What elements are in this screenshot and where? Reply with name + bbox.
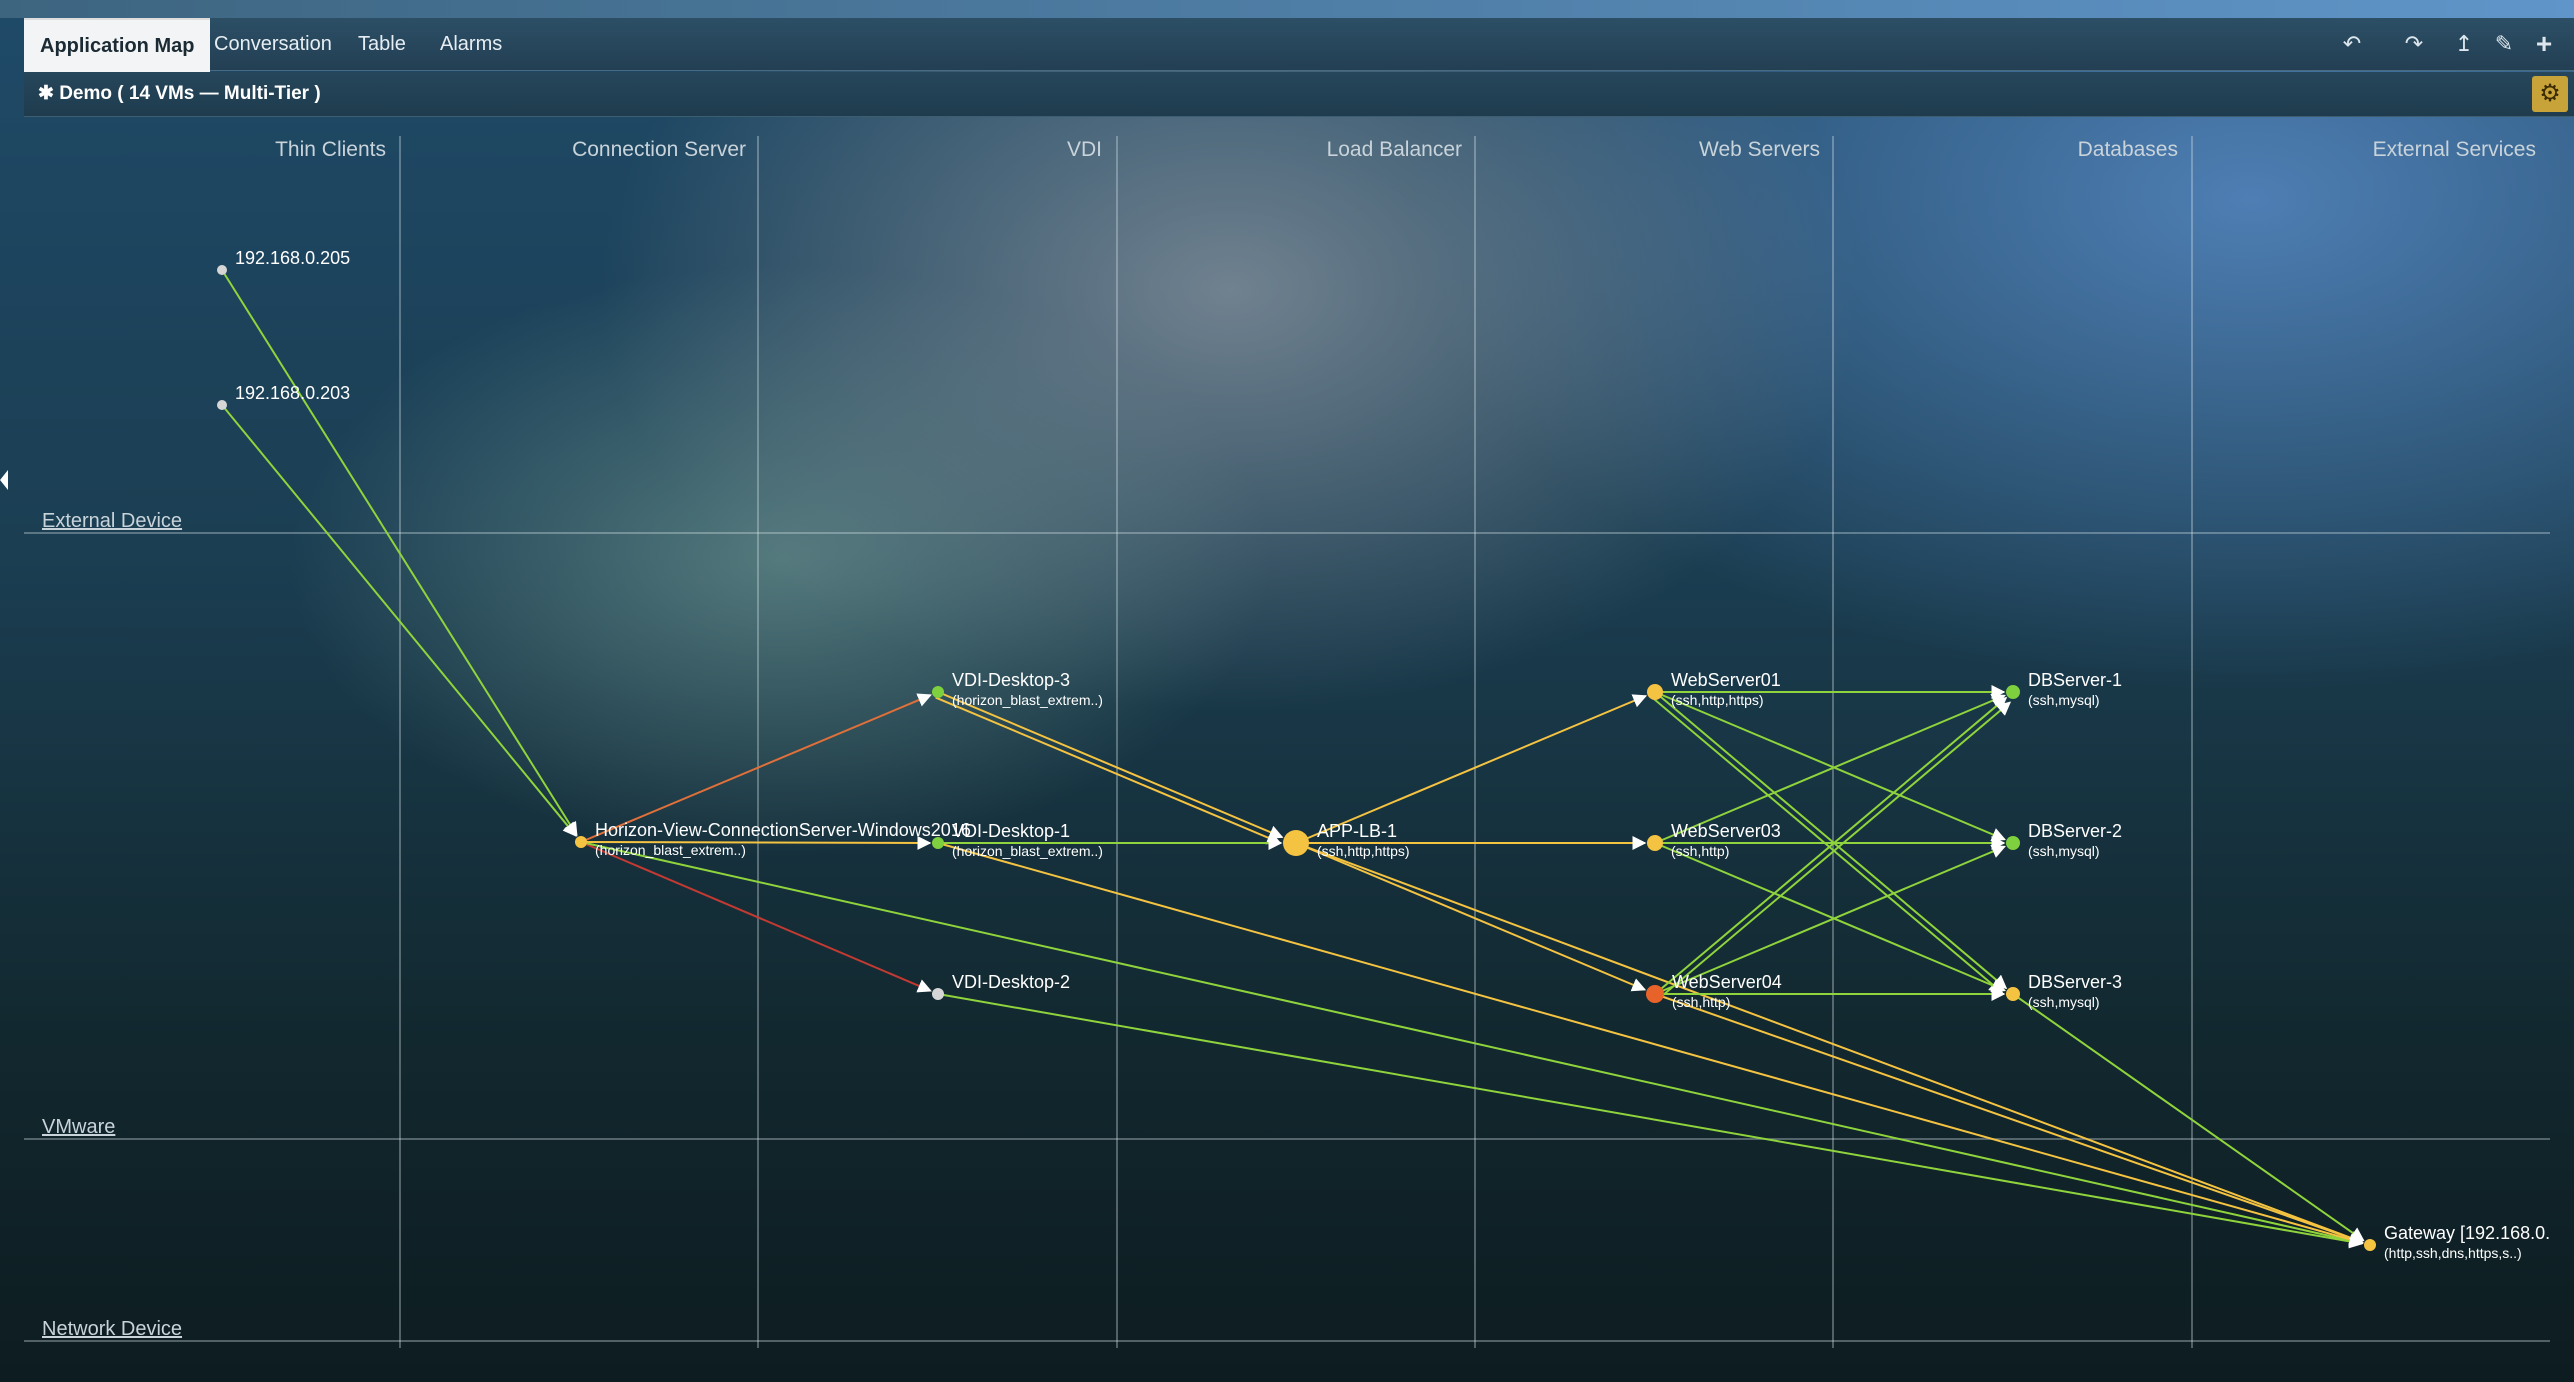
link-ip203-horizon[interactable]: [221, 404, 577, 837]
collapse-left-icon[interactable]: [0, 470, 8, 490]
node-db2[interactable]: [2006, 836, 2020, 850]
node-vdi2[interactable]: [932, 988, 944, 1000]
column-vdi: VDI: [1066, 138, 1102, 161]
grid-lines: [24, 136, 2550, 1348]
redo-icon[interactable]: ↷: [2404, 31, 2424, 56]
node-ip205[interactable]: [217, 265, 227, 275]
column-load-balancer: Load Balancer: [1326, 138, 1462, 161]
node-db3[interactable]: [2006, 987, 2020, 1001]
column-external-services: External Services: [2372, 138, 2536, 161]
node-protocols-vdi3: (horizon_blast_extrem..): [952, 692, 1103, 708]
tab-table[interactable]: Table: [358, 33, 406, 55]
link-ws04-db1[interactable]: [1654, 696, 2008, 995]
node-ws01[interactable]: [1647, 684, 1663, 700]
node-ws04[interactable]: [1646, 985, 1664, 1003]
link-ws04-gw[interactable]: [1654, 993, 2364, 1245]
tab-conversation[interactable]: Conversation: [214, 33, 332, 55]
link-horizon-vdi3[interactable]: [580, 693, 932, 843]
link-horizon-gw[interactable]: [580, 841, 2364, 1248]
node-gw[interactable]: [2364, 1239, 2376, 1251]
link-horizon-vdi1[interactable]: [580, 835, 932, 850]
node-label-ip205[interactable]: 192.168.0.205: [235, 248, 351, 268]
link-lb-ws04[interactable]: [1295, 842, 1647, 992]
node-horizon[interactable]: [575, 836, 587, 848]
row-network-device: Network Device: [42, 1318, 183, 1340]
link-lb-ws01[interactable]: [1295, 694, 1648, 844]
node-lb[interactable]: [1283, 830, 1309, 856]
node-ws03[interactable]: [1647, 835, 1663, 851]
link-vdi2-gw[interactable]: [937, 993, 2364, 1249]
node-layer: [217, 265, 2376, 1251]
add-icon[interactable]: +: [2535, 28, 2553, 59]
link-vdi1-gw[interactable]: [937, 842, 2364, 1247]
link-vdi3-lb[interactable]: [937, 691, 1284, 839]
map-header: ✱ Demo ( 14 VMs — Multi-Tier ) ⚙: [24, 72, 2574, 117]
node-protocols-lb: (ssh,http,https): [1317, 843, 1410, 859]
gear-icon[interactable]: ⚙: [2532, 76, 2568, 112]
node-label-vdi3[interactable]: VDI-Desktop-3: [952, 670, 1071, 690]
node-protocols-ws04: (ssh,http): [1672, 994, 1731, 1010]
node-label-vdi1[interactable]: VDI-Desktop-1: [952, 821, 1071, 841]
node-label-horizon[interactable]: Horizon-View-ConnectionServer-Windows201…: [595, 820, 971, 840]
node-protocols-gw: (http,ssh,dns,https,s..): [2384, 1245, 2522, 1261]
node-label-ip203[interactable]: 192.168.0.203: [235, 383, 351, 403]
node-protocols-horizon: (horizon_blast_extrem..): [595, 842, 746, 858]
node-vdi3[interactable]: [932, 686, 944, 698]
link-ws01-db3[interactable]: [1654, 691, 2008, 990]
link-ws04-db2[interactable]: [1654, 844, 2006, 995]
edit-icon[interactable]: ✎: [2494, 31, 2514, 56]
tab-alarms[interactable]: Alarms: [440, 33, 503, 55]
column-web-servers: Web Servers: [1699, 138, 1820, 161]
node-label-gw[interactable]: Gateway [192.168.0.: [2384, 1223, 2551, 1243]
window-top-strip: [0, 0, 2574, 18]
column-thin-clients: Thin Clients: [275, 138, 386, 161]
node-label-vdi2[interactable]: VDI-Desktop-2: [952, 972, 1071, 992]
node-label-ws04[interactable]: WebServer04: [1672, 972, 1782, 992]
map-title-text: Demo ( 14 VMs — Multi-Tier ): [59, 83, 321, 104]
node-label-db1[interactable]: DBServer-1: [2028, 670, 2123, 690]
column-connection-server: Connection Server: [572, 138, 746, 161]
row-vmware: VMware: [42, 1116, 116, 1138]
node-protocols-vdi1: (horizon_blast_extrem..): [952, 843, 1103, 859]
asterisk-icon: ✱: [38, 83, 54, 104]
link-ws03-db1[interactable]: [1654, 693, 2006, 844]
link-ws03-db3[interactable]: [1654, 842, 2006, 993]
link-ws01-db3[interactable]: [1650, 695, 2004, 994]
column-databases: Databases: [2077, 138, 2178, 161]
link-horizon-vdi2[interactable]: [580, 841, 932, 993]
link-ws04-db1[interactable]: [1658, 701, 2012, 1000]
node-label-db3[interactable]: DBServer-3: [2028, 972, 2123, 992]
row-external-device: External Device: [42, 510, 183, 532]
node-vdi1[interactable]: [932, 837, 944, 849]
node-label-ws03[interactable]: WebServer03: [1671, 821, 1781, 841]
map-title: ✱ Demo ( 14 VMs — Multi-Tier ): [38, 72, 321, 116]
link-ip205-horizon[interactable]: [221, 269, 578, 837]
undo-icon[interactable]: ↶: [2342, 31, 2362, 56]
link-lb-gw[interactable]: [1295, 842, 2364, 1245]
node-db1[interactable]: [2006, 685, 2020, 699]
link-vdi3-lb[interactable]: [935, 696, 1282, 845]
node-label-lb[interactable]: APP-LB-1: [1317, 821, 1398, 841]
link-ws01-db2[interactable]: [1654, 691, 2006, 842]
node-protocols-ws01: (ssh,http,https): [1671, 692, 1764, 708]
tab-application-map[interactable]: Application Map: [24, 18, 211, 72]
node-protocols-db3: (ssh,mysql): [2028, 994, 2100, 1010]
node-protocols-db1: (ssh,mysql): [2028, 692, 2100, 708]
node-ip203[interactable]: [217, 400, 227, 410]
node-label-ws01[interactable]: WebServer01: [1671, 670, 1781, 690]
tab-bar: Application Map Conversation Table Alarm…: [24, 18, 2574, 72]
node-label-db2[interactable]: DBServer-2: [2028, 821, 2123, 841]
node-protocols-db2: (ssh,mysql): [2028, 843, 2100, 859]
link-layer: [221, 269, 2365, 1249]
export-icon[interactable]: ↥: [2454, 31, 2474, 56]
node-protocols-ws03: (ssh,http): [1671, 843, 1730, 859]
link-db3-gw[interactable]: [2012, 993, 2365, 1242]
